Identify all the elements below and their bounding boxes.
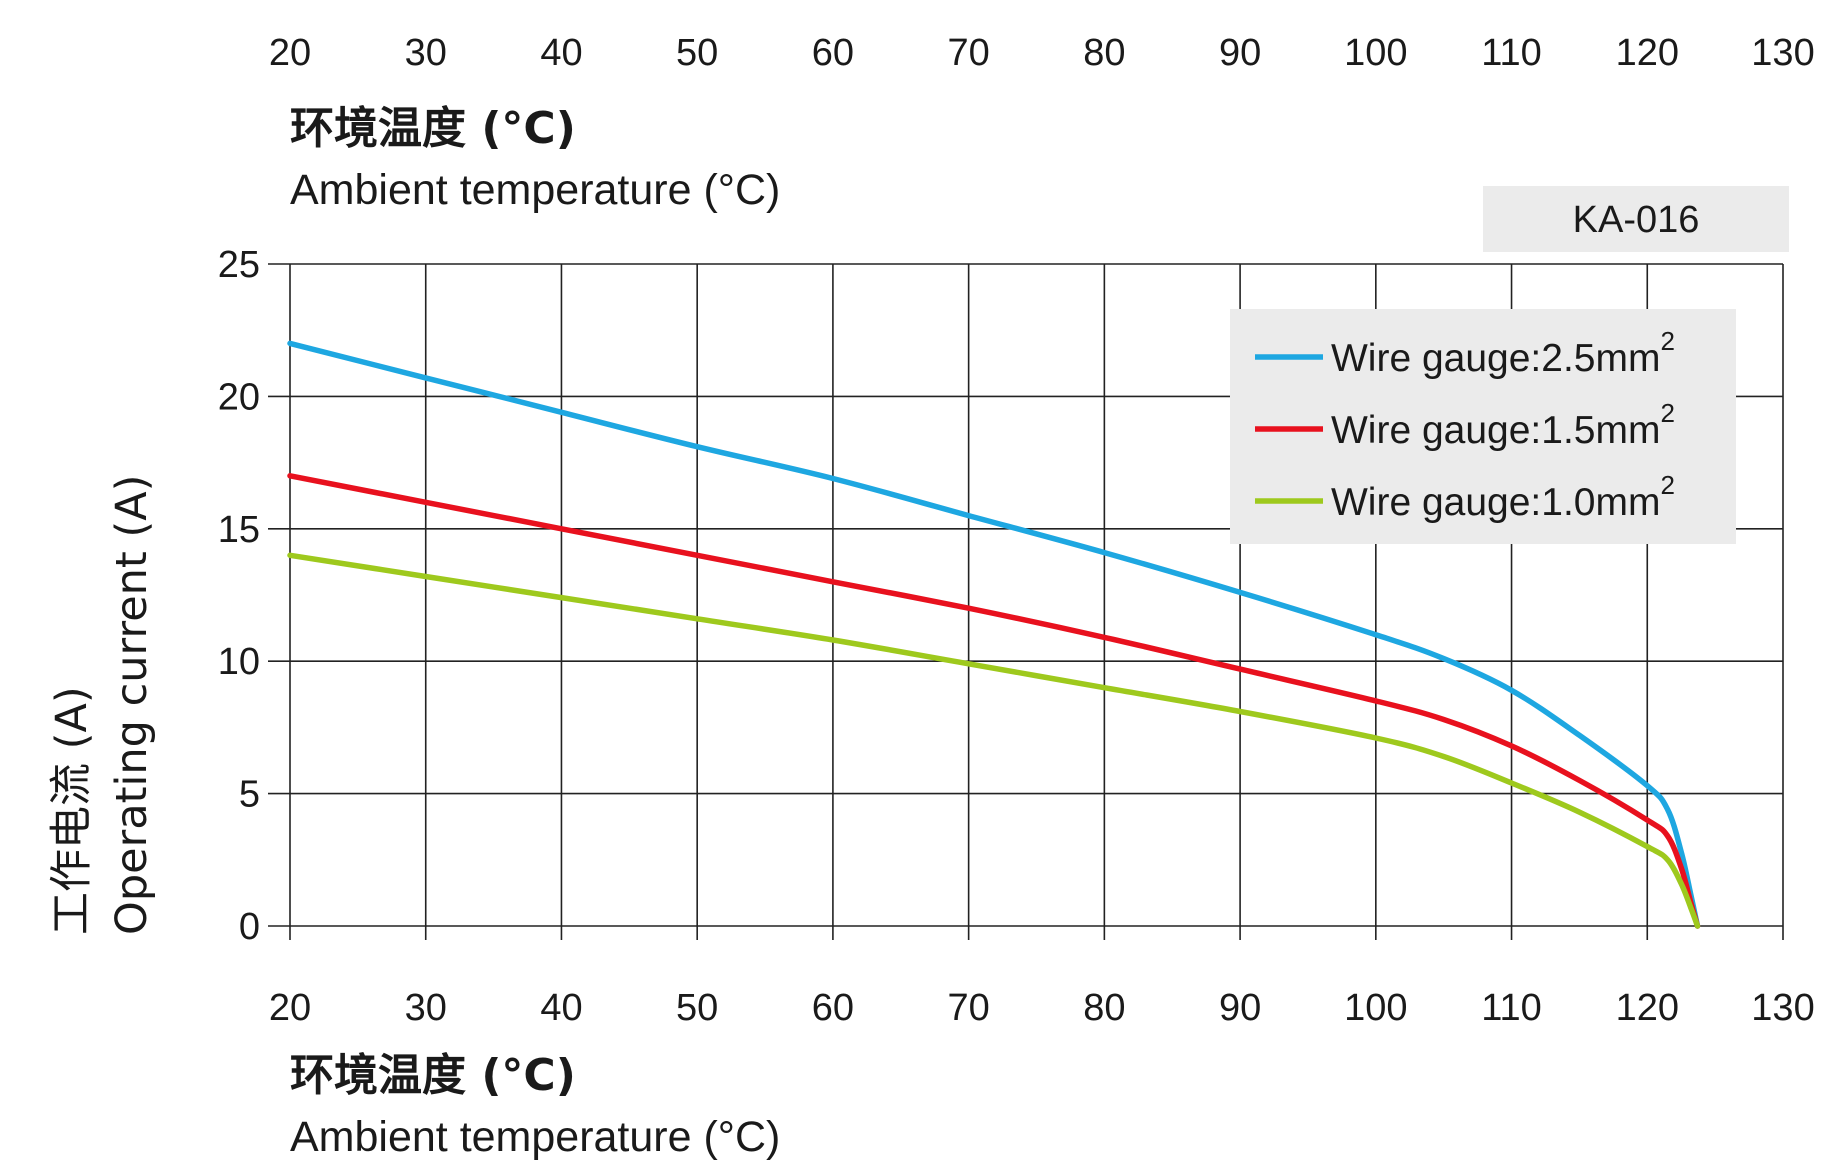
y-tick-label: 25 <box>218 244 260 286</box>
y-axis-label-cn: 工作电流 (A) <box>47 686 97 935</box>
y-tick-label: 10 <box>218 641 260 683</box>
x-axis-label-cn-top: 环境温度 (°C) <box>290 103 576 154</box>
x-tick-label-top: 50 <box>676 32 718 74</box>
x-tick-label-bottom: 110 <box>1481 987 1542 1029</box>
legend-superscript-3: 2 <box>1660 470 1674 500</box>
x-tick-label-bottom: 20 <box>269 987 311 1029</box>
y-tick-label: 5 <box>239 774 260 816</box>
model-badge <box>1483 186 1789 252</box>
y-tick-label: 15 <box>218 509 260 551</box>
x-tick-label-top: 60 <box>812 32 854 74</box>
x-tick-label-bottom: 40 <box>540 987 582 1029</box>
x-tick-label-top: 110 <box>1481 32 1542 74</box>
x-axis-label-en-top: Ambient temperature (°C) <box>290 166 780 214</box>
x-axis-label-cn-bottom: 环境温度 (°C) <box>290 1050 576 1101</box>
model-label: KA-016 <box>1573 199 1700 241</box>
x-tick-label-bottom: 50 <box>676 987 718 1029</box>
y-tick-label: 0 <box>239 906 260 948</box>
x-tick-label-top: 40 <box>540 32 582 74</box>
x-tick-label-bottom: 30 <box>405 987 447 1029</box>
top-x-tick-labels: 20 30 40 50 60 70 80 90 100 110 120 130 <box>269 32 1815 74</box>
x-tick-label-top: 90 <box>1219 32 1261 74</box>
x-tick-label-bottom: 100 <box>1344 987 1407 1029</box>
series-line-1 <box>287 340 1701 929</box>
y-axis-label-en: Operating current (A) <box>107 475 157 935</box>
x-tick-label-bottom: 130 <box>1751 987 1814 1029</box>
x-axis-label-en-bottom: Ambient temperature (°C) <box>290 1113 780 1161</box>
x-tick-label-bottom: 90 <box>1219 987 1261 1029</box>
y-tick-labels: 0 5 10 15 20 25 <box>218 244 260 948</box>
y-tick-label: 20 <box>218 376 260 418</box>
x-tick-label-top: 130 <box>1751 32 1814 74</box>
x-tick-label-bottom: 60 <box>812 987 854 1029</box>
legend-superscript-2: 2 <box>1660 398 1674 428</box>
legend-superscript-1: 2 <box>1660 326 1674 356</box>
bottom-x-tick-labels: 20 30 40 50 60 70 80 90 100 110 120 130 <box>269 987 1815 1029</box>
x-tick-label-bottom: 80 <box>1083 987 1125 1029</box>
x-tick-label-bottom: 120 <box>1616 987 1679 1029</box>
x-tick-label-top: 20 <box>269 32 311 74</box>
x-tick-label-top: 70 <box>947 32 989 74</box>
x-tick-label-bottom: 70 <box>947 987 989 1029</box>
x-tick-label-top: 120 <box>1616 32 1679 74</box>
x-tick-label-top: 80 <box>1083 32 1125 74</box>
x-tick-label-top: 30 <box>405 32 447 74</box>
data-series <box>287 340 1701 929</box>
series-line-3 <box>287 552 1701 929</box>
x-tick-label-top: 100 <box>1344 32 1407 74</box>
series-line-2 <box>287 473 1701 929</box>
